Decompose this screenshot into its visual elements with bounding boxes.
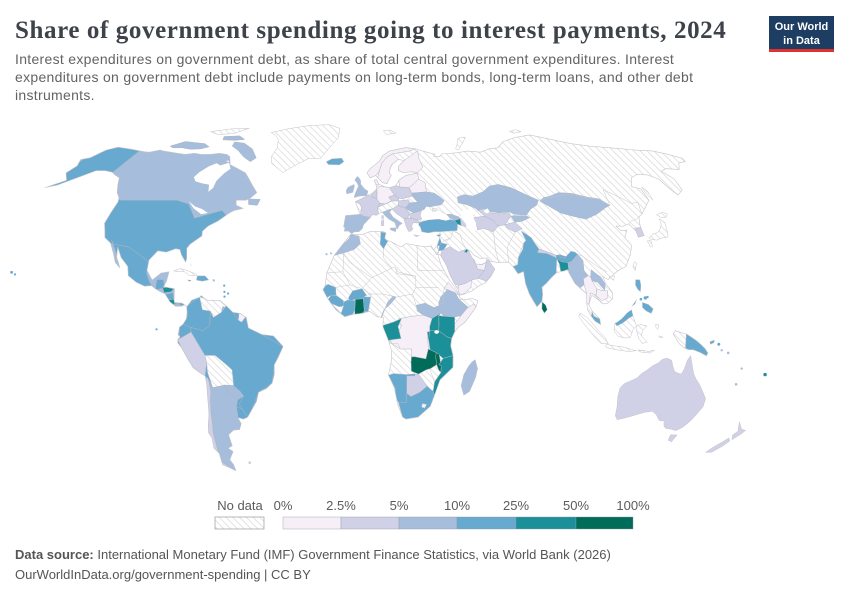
- svg-text:No data: No data: [217, 498, 263, 513]
- svg-text:2.5%: 2.5%: [326, 498, 356, 513]
- svg-text:25%: 25%: [503, 498, 529, 513]
- svg-text:5%: 5%: [390, 498, 409, 513]
- svg-text:0%: 0%: [274, 498, 293, 513]
- svg-text:50%: 50%: [563, 498, 589, 513]
- svg-text:10%: 10%: [444, 498, 470, 513]
- svg-text:100%: 100%: [616, 498, 650, 513]
